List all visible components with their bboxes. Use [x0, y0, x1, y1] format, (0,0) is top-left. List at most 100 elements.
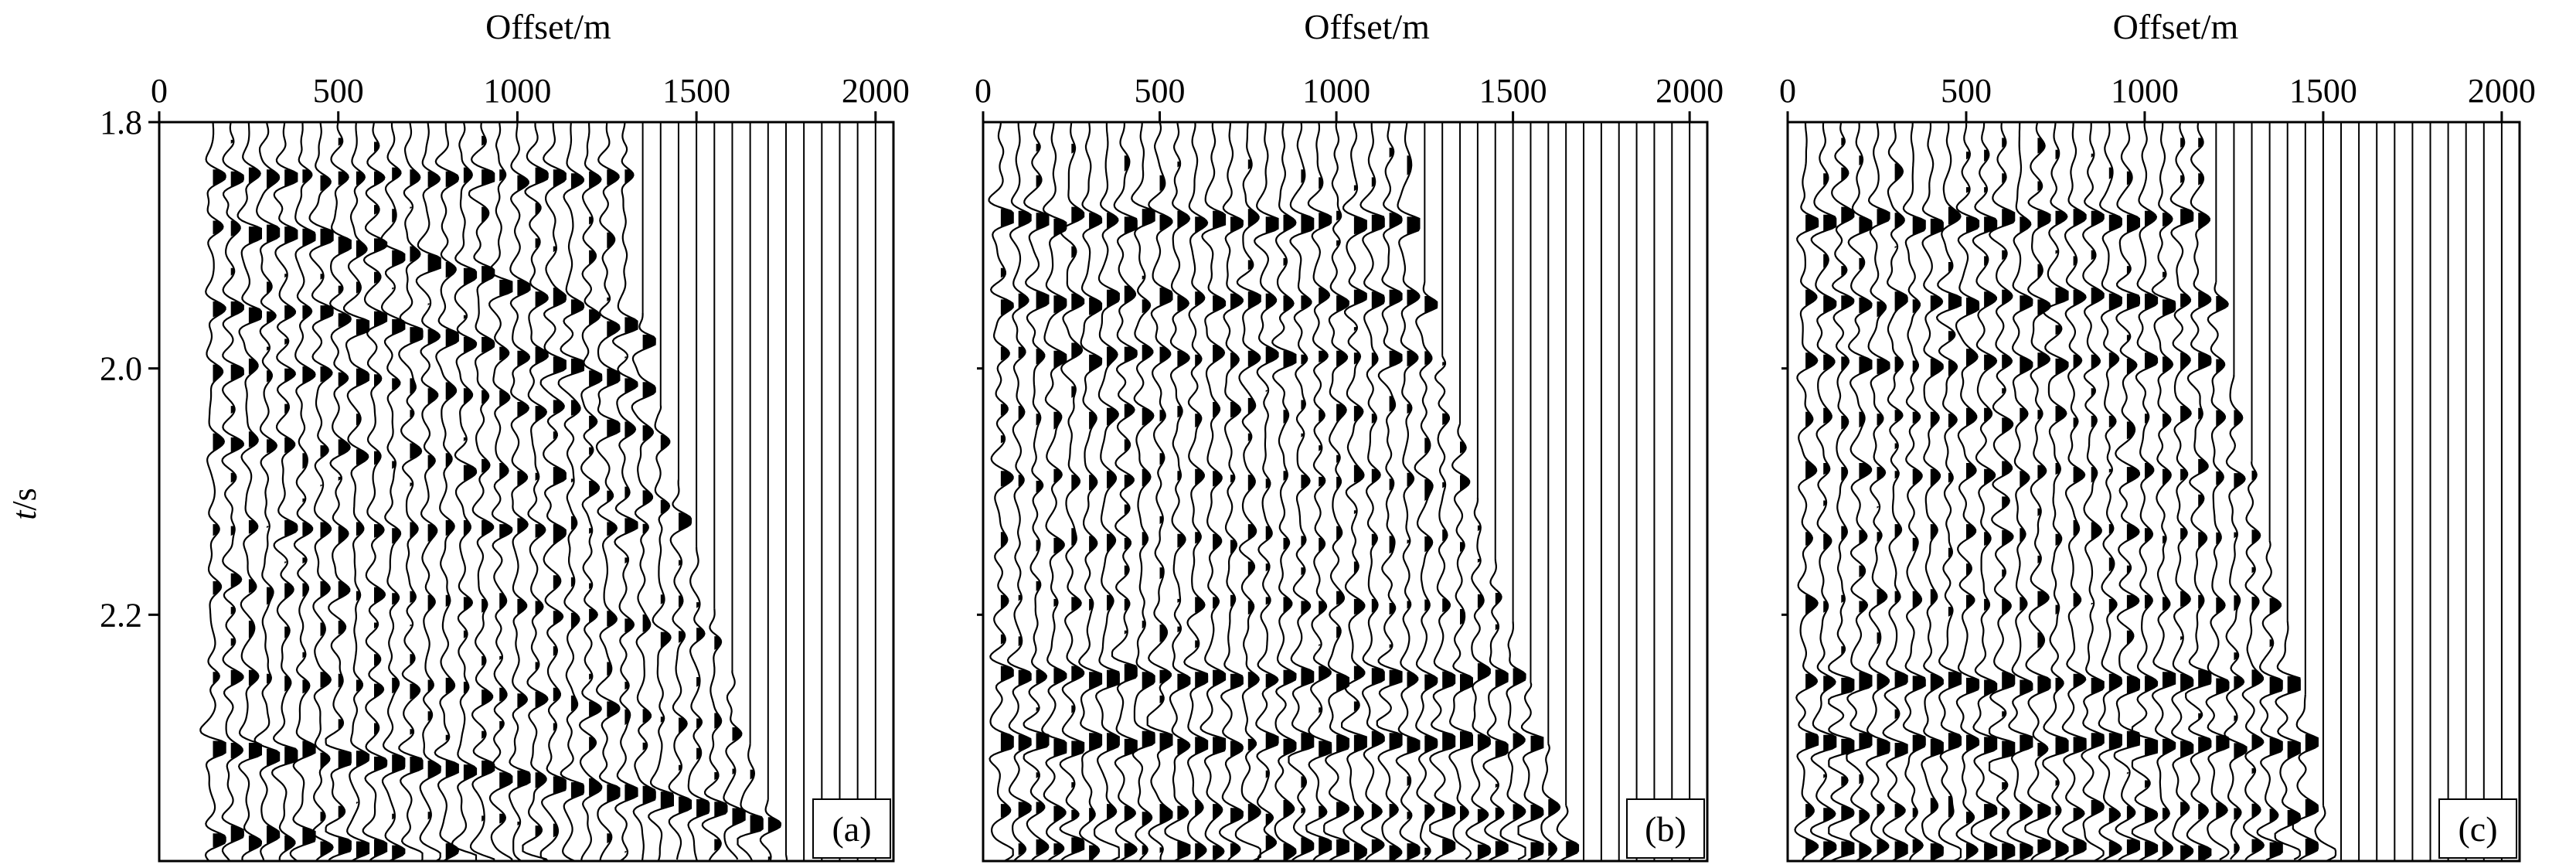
trace-wiggle — [595, 121, 621, 862]
trace-fill — [1460, 441, 1472, 820]
trace-wiggle — [1041, 122, 1067, 862]
trace-wiggle — [1146, 121, 1173, 862]
trace-fill — [714, 636, 727, 851]
trace-fill — [392, 167, 405, 859]
x-tick-label: 2000 — [1656, 72, 1724, 110]
trace-wiggle — [1482, 559, 1509, 862]
x-tick-label: 1500 — [2289, 72, 2357, 110]
trace-fill — [1071, 144, 1084, 853]
x-axis-label: Offset/m — [2113, 7, 2239, 46]
trace-wiggle — [1866, 121, 1890, 862]
y-tick-label: 1.8 — [100, 104, 142, 141]
trace-wiggle — [1093, 121, 1120, 863]
trace-wiggle — [308, 121, 334, 862]
trace-wiggle — [1517, 682, 1544, 861]
trace-wiggle — [1448, 424, 1474, 860]
trace-fill — [1036, 144, 1049, 856]
trace-wiggle — [2113, 122, 2140, 862]
trace-fill — [1513, 668, 1526, 820]
trace-wiggle — [1323, 121, 1350, 862]
trace-wiggle — [398, 121, 424, 862]
trace-wiggle — [1395, 121, 1421, 862]
trace-wiggle — [325, 121, 352, 862]
trace-wiggle — [2081, 122, 2105, 862]
trace-wiggle — [1234, 121, 1261, 862]
panel-b: 0 500 1000 1500 2000 Offset/m (b) — [975, 7, 1724, 863]
trace-fill — [320, 175, 333, 857]
trace-wiggle — [508, 122, 531, 862]
trace-wiggle — [1902, 122, 1926, 862]
trace-wiggle — [1305, 121, 1332, 862]
trace-wiggle — [1183, 121, 1209, 862]
x-axis-label: Offset/m — [485, 7, 611, 46]
trace-fill — [517, 175, 530, 826]
panel-c: 0 500 1000 1500 2000 Offset/m (c) — [1779, 7, 2536, 863]
trace-fill — [1389, 148, 1402, 862]
trace-wiggle — [2292, 694, 2319, 861]
trace-fill — [1124, 155, 1137, 857]
trace-wiggle — [2256, 540, 2283, 861]
trace-wiggle — [631, 313, 656, 861]
trace-wiggle — [1078, 121, 1103, 862]
trace-wiggle — [1429, 356, 1456, 862]
x-tick-label: 500 — [313, 72, 364, 110]
trace-fill — [1336, 210, 1349, 857]
trace-group — [988, 121, 1691, 863]
trace-fill — [1805, 214, 1819, 856]
trace-wiggle — [415, 121, 441, 862]
trace-wiggle — [434, 121, 459, 862]
trace-wiggle — [668, 478, 692, 860]
trace-wiggle — [784, 854, 788, 861]
trace-fill — [1894, 163, 1907, 859]
trace-wiggle — [451, 121, 478, 861]
trace-wiggle — [237, 122, 262, 862]
trace-wiggle — [1540, 744, 1561, 861]
trace-wiggle — [1164, 121, 1191, 862]
trace-fill — [2145, 210, 2157, 857]
x-tick-label: 500 — [1135, 72, 1186, 110]
trace-wiggle — [1131, 122, 1155, 862]
trace-wiggle — [468, 121, 495, 861]
trace-wiggle — [687, 546, 710, 861]
x-tick-label: 1000 — [483, 72, 551, 110]
trace-wiggle — [611, 121, 638, 862]
trace-fill — [1823, 173, 1836, 857]
trace-fill — [1177, 162, 1190, 859]
trace-fill — [607, 169, 620, 844]
trace-fill — [463, 167, 476, 781]
trace-fill — [2020, 216, 2033, 859]
trace-wiggle — [648, 405, 675, 861]
y-tick-label: 2.2 — [100, 596, 142, 634]
trace-fill — [1213, 210, 1225, 859]
trace-wiggle — [362, 121, 388, 862]
trace-wiggle — [2024, 121, 2051, 862]
trace-fill — [338, 138, 351, 856]
trace-wiggle — [488, 121, 513, 861]
trace-wiggle — [2224, 374, 2248, 860]
trace-fill — [1984, 149, 1997, 861]
panel-label-box — [812, 798, 891, 859]
trace-fill — [642, 335, 655, 804]
trace-fill — [482, 135, 495, 822]
trace-fill — [1477, 525, 1490, 859]
trace-wiggle — [723, 669, 746, 860]
trace-wiggle — [1271, 121, 1297, 862]
trace-fill — [230, 139, 243, 844]
panel-label-box — [2438, 798, 2517, 859]
trace-fill — [660, 434, 673, 810]
trace-fill — [553, 169, 566, 838]
trace-group — [199, 121, 876, 863]
trace-fill — [445, 171, 458, 859]
trace-wiggle — [2042, 121, 2069, 862]
x-tick-label: 0 — [1779, 72, 1796, 110]
trace-wiggle — [254, 121, 281, 862]
trace-wiggle — [759, 799, 782, 861]
trace-wiggle — [289, 121, 316, 862]
trace-fill — [1353, 185, 1366, 862]
trace-fill — [1859, 155, 1872, 859]
trace-wiggle — [343, 121, 370, 862]
trace-wiggle — [2151, 121, 2176, 862]
trace-wiggle — [221, 121, 244, 862]
panel-label: (a) — [832, 809, 871, 849]
trace-wiggle — [1465, 497, 1491, 862]
